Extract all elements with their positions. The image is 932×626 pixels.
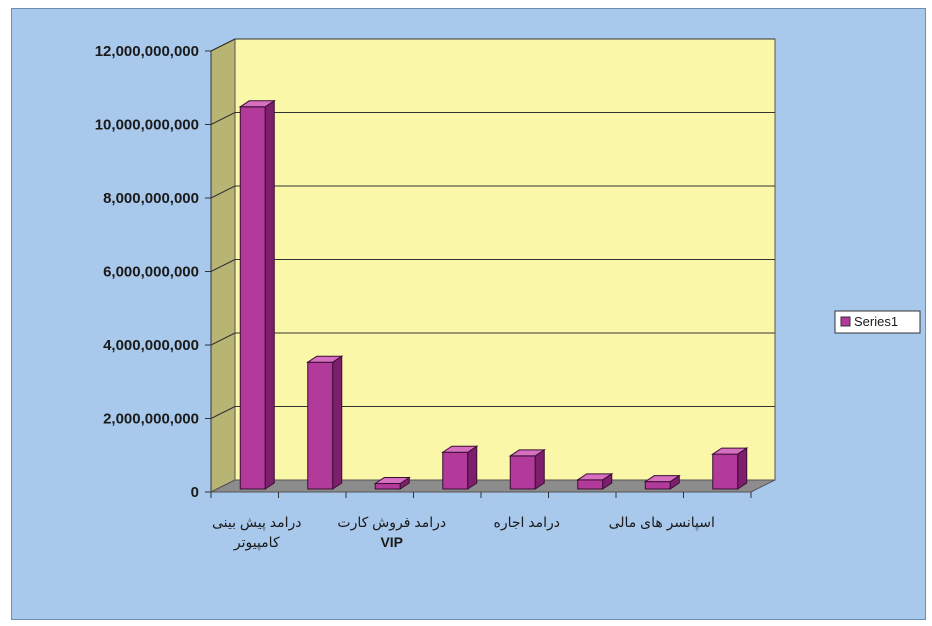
bar bbox=[306, 355, 344, 490]
bar-front bbox=[577, 479, 604, 490]
bar bbox=[508, 448, 546, 490]
bar bbox=[238, 99, 276, 490]
bar bbox=[643, 474, 681, 490]
legend-label-series1: Series1 bbox=[854, 314, 898, 329]
gridline-side bbox=[210, 332, 236, 346]
x-category-label: درامد پیش بینی کامپیوتر bbox=[212, 514, 302, 551]
y-tick-label: 2,000,000,000 bbox=[103, 411, 199, 428]
chart-legend: Series1 bbox=[834, 310, 921, 334]
bar-front bbox=[509, 455, 536, 490]
gridline-side bbox=[210, 38, 236, 52]
chart-bars bbox=[238, 99, 749, 490]
bar-side bbox=[534, 448, 545, 490]
bar-front bbox=[239, 106, 266, 490]
bar bbox=[576, 472, 614, 490]
y-tick-label: 8,000,000,000 bbox=[103, 190, 199, 207]
legend-swatch-series1 bbox=[840, 316, 851, 327]
bar-top bbox=[576, 473, 614, 481]
chart-area: 0 2,000,000,000 4,000,000,000 6,000,000,000… bbox=[11, 8, 926, 620]
y-tick-label: 0 bbox=[191, 484, 199, 501]
bar-front bbox=[374, 482, 401, 490]
bar-chart-3d: 0 2,000,000,000 4,000,000,000 6,000,000,000… bbox=[95, 38, 921, 551]
bar-front bbox=[644, 481, 671, 490]
y-tick-label: 6,000,000,000 bbox=[103, 264, 199, 281]
bar-side bbox=[264, 99, 275, 490]
bar-top bbox=[373, 476, 411, 484]
gridline-side bbox=[210, 259, 236, 272]
chart-walls bbox=[210, 38, 776, 493]
bar-top bbox=[441, 445, 479, 453]
bar-top bbox=[643, 475, 681, 483]
x-category-label: درامد اجاره bbox=[493, 514, 560, 531]
chart-gridlines bbox=[210, 38, 775, 419]
bar-top bbox=[238, 100, 276, 108]
bar bbox=[711, 447, 749, 490]
bar-front bbox=[712, 453, 739, 490]
legend-box bbox=[834, 310, 921, 334]
floor bbox=[210, 479, 776, 493]
bar-top bbox=[508, 449, 546, 457]
y-tick-label: 4,000,000,000 bbox=[103, 337, 199, 354]
bar-side bbox=[332, 355, 343, 490]
x-axis-labels: درامد پیش بینی کامپیوتر درامد فروش کارت VIP… bbox=[210, 492, 752, 551]
x-category-label: اسپانسر های مالی bbox=[609, 514, 715, 531]
bar bbox=[373, 476, 411, 490]
bar-top bbox=[306, 355, 344, 363]
y-tick-label: 10,000,000,000 bbox=[95, 117, 199, 134]
y-tick-label: 12,000,000,000 bbox=[95, 43, 199, 60]
gridline-side bbox=[210, 406, 236, 419]
bar-side bbox=[737, 447, 748, 490]
bar bbox=[441, 445, 479, 490]
bar-front bbox=[307, 361, 334, 490]
y-axis-ticks: 0 2,000,000,000 4,000,000,000 6,000,000,000… bbox=[95, 43, 212, 501]
bar-side bbox=[467, 445, 478, 490]
bar-top bbox=[711, 447, 749, 455]
gridline-side bbox=[210, 185, 236, 199]
bar-front bbox=[442, 451, 469, 490]
gridline-side bbox=[210, 112, 236, 125]
x-category-label: درامد فروش کارت VIP bbox=[337, 514, 446, 550]
